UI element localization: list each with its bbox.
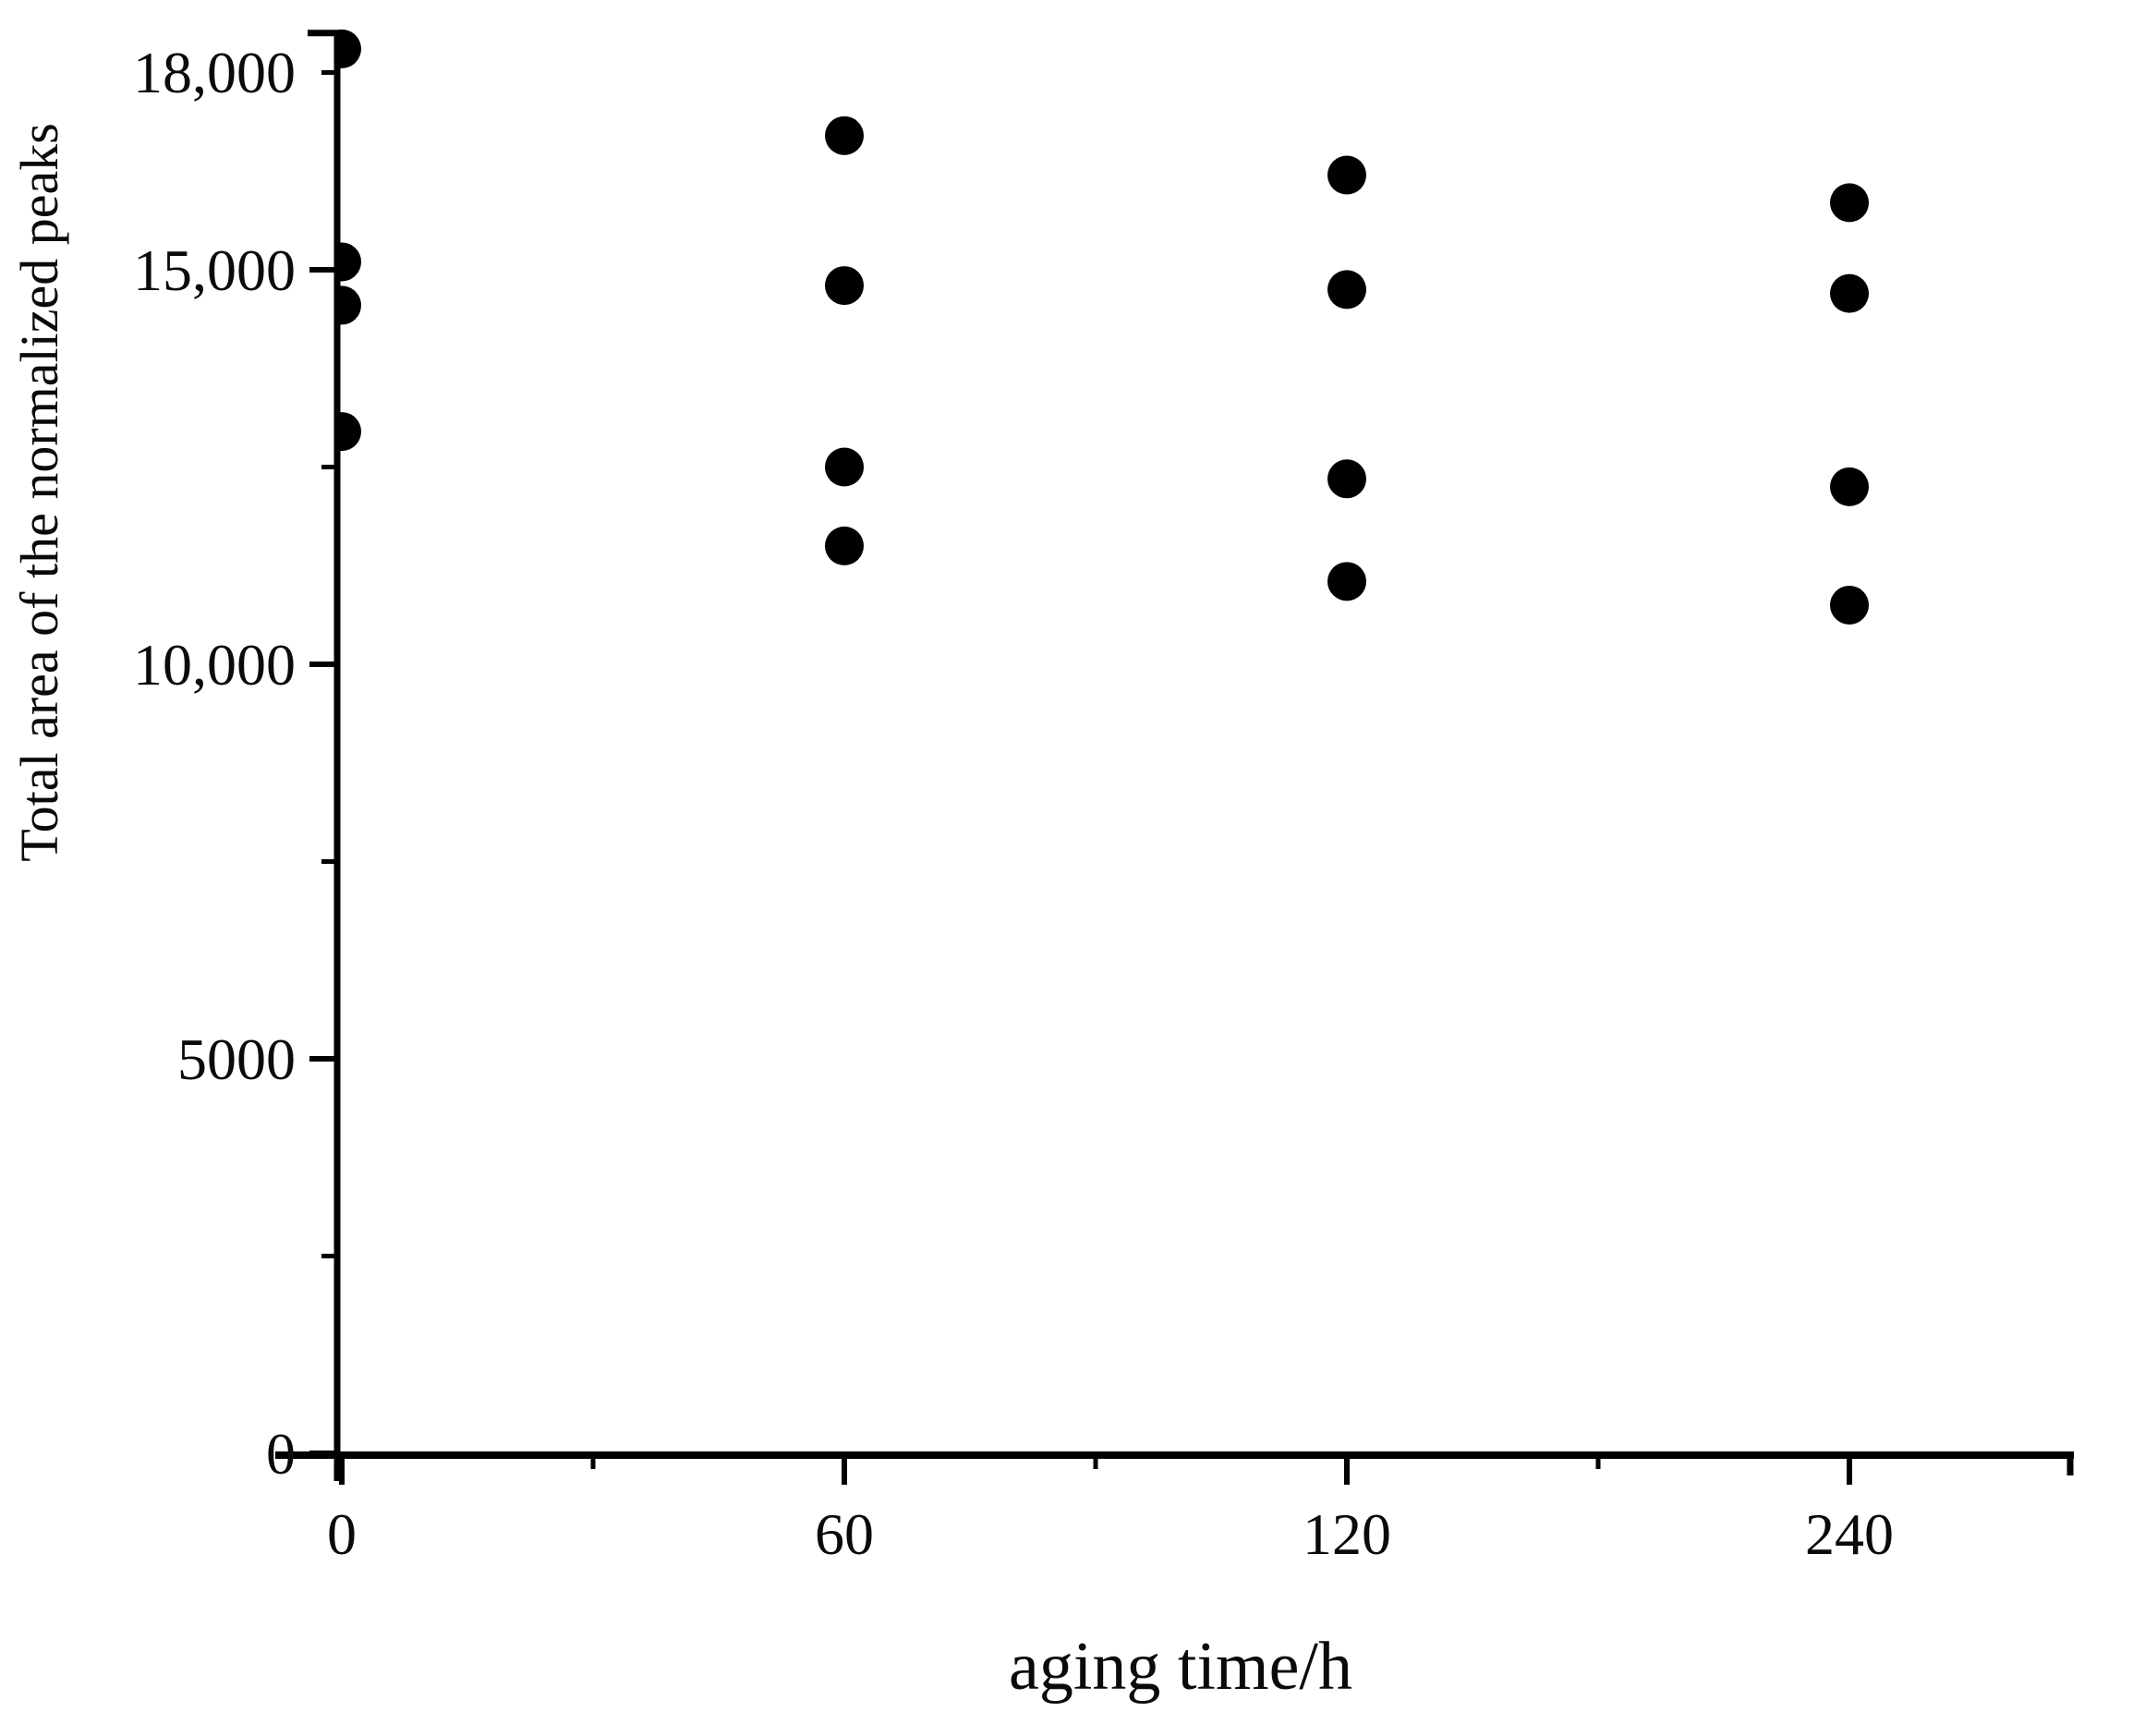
data-point-0h-0 [338,29,361,68]
data-point-column-0 [338,29,361,452]
data-point-0h-2 [338,285,361,325]
data-point-60h-1 [825,266,864,306]
data-points [338,29,1869,625]
data-point-240h-3 [1830,585,1869,625]
x-axis-title: aging time/h [1009,1629,1352,1705]
data-point-120h-0 [1327,155,1366,195]
data-point-column-120 [1327,155,1366,601]
axes [275,30,2074,1485]
y-tick-label: 5000 [177,1026,296,1092]
x-tick-label: 120 [1303,1501,1391,1567]
y-axis-tick-labels: 0 5000 10,000 15,000 18,000 [133,40,296,1487]
data-point-0h-1 [338,242,361,282]
data-point-60h-2 [825,447,864,487]
x-tick-label: 0 [327,1501,357,1567]
y-tick-label: 0 [266,1421,296,1487]
data-point-120h-1 [1327,270,1366,310]
data-point-240h-2 [1830,467,1869,506]
data-point-column-60 [825,115,864,565]
y-tick-label: 10,000 [133,632,296,698]
data-point-240h-0 [1830,183,1869,223]
data-point-0h-3 [338,412,361,452]
data-point-240h-1 [1830,273,1869,313]
x-tick-label: 60 [815,1501,874,1567]
x-tick-label: 240 [1805,1501,1894,1567]
x-axis-tick-labels: 0 60 120 240 [327,1501,1894,1567]
data-point-120h-2 [1327,459,1366,499]
data-point-column-240 [1830,183,1869,625]
y-tick-label: 18,000 [133,40,296,105]
data-point-60h-3 [825,526,864,565]
data-point-120h-3 [1327,562,1366,601]
y-axis-title: Total area of the normalized peaks [9,123,69,862]
data-point-60h-0 [825,115,864,155]
y-tick-label: 15,000 [133,237,296,303]
